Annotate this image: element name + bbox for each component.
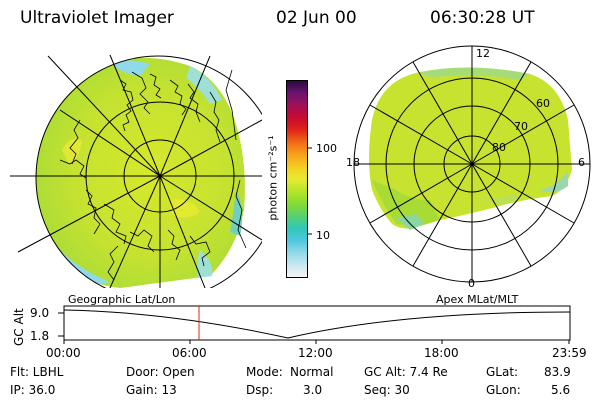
gain-label: Gain: 13 xyxy=(126,383,177,397)
geographic-map-label: Geographic Lat/Lon xyxy=(68,293,176,306)
colorbar-tick-100: 100 xyxy=(316,142,337,155)
seq-label: Seq: 30 xyxy=(364,383,410,397)
time-tick-3: 18:00 xyxy=(424,346,459,360)
mlt-label-bottom: 0 xyxy=(468,277,475,290)
mlt-label-top: 12 xyxy=(476,47,490,60)
time-label: 06:30:28 UT xyxy=(430,8,535,28)
mlt-label-right: 6 xyxy=(578,156,585,169)
glon-value: 5.6 xyxy=(551,383,571,397)
glat-value: 83.9 xyxy=(544,365,571,379)
mlt-label-left: 18 xyxy=(346,156,360,169)
colorbar-tick-10: 10 xyxy=(316,229,330,242)
alt-axis-label: GC Alt xyxy=(12,308,26,346)
alt-tick-low: 1.8 xyxy=(30,329,50,343)
alt-tick-high: 9.0 xyxy=(30,306,50,320)
time-tick-2: 12:00 xyxy=(298,346,333,360)
mode-key: Mode: xyxy=(246,365,283,379)
dsp-key: Dsp: xyxy=(246,383,274,397)
lat-label-70: 70 xyxy=(514,120,528,133)
apex-map-label: Apex MLat/MLT xyxy=(436,293,519,306)
time-tick-1: 06:00 xyxy=(172,346,207,360)
time-tick-0: 00:00 xyxy=(46,346,81,360)
door-label: Door: Open xyxy=(126,365,195,379)
lat-label-60: 60 xyxy=(536,97,550,110)
colorbar-gradient xyxy=(287,81,307,277)
glat-key: GLat: xyxy=(486,365,519,379)
mode-value: Normal xyxy=(290,365,334,379)
ip-label: IP: 36.0 xyxy=(10,383,56,397)
colorbar xyxy=(286,80,308,278)
dsp-value: 3.0 xyxy=(303,383,323,397)
app-title: Ultraviolet Imager xyxy=(20,8,174,28)
time-tick-4: 23:59 xyxy=(552,346,587,360)
gc-alt-label: GC Alt: 7.4 Re xyxy=(364,365,448,379)
lat-label-80: 80 xyxy=(492,141,506,154)
glon-key: GLon: xyxy=(486,383,521,397)
date-label: 02 Jun 00 xyxy=(276,8,357,28)
filter-label: Flt: LBHL xyxy=(10,365,64,379)
